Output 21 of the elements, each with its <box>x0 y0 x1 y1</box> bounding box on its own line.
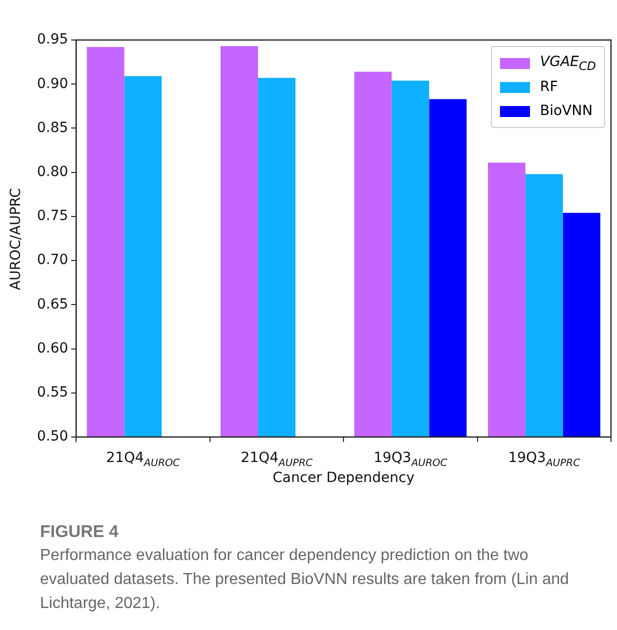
x-axis-title: Cancer Dependency <box>272 470 415 486</box>
x-tick-label: 21Q4$_{AUROC}$ <box>106 450 180 469</box>
x-tick-label: 21Q4$_{AUPRC}$ <box>240 450 313 469</box>
text: Performance evaluation for cancer dependency prediction on the two evaluated datasets. The presented BioVNN results are taken from (Lin and Lichtarge, 2021). <box>40 546 570 614</box>
y-tick-label: 0.85 <box>37 120 68 136</box>
y-tick-label: 0.90 <box>37 76 68 92</box>
legend-label: VGAE$_{CD}$ <box>540 54 596 72</box>
legend-label: BioVNN <box>540 103 593 119</box>
y-tick-label: 0.80 <box>37 164 68 180</box>
y-tick-label: 0.70 <box>37 252 68 268</box>
y-tick-label: 0.95 <box>37 32 68 48</box>
y-axis-title: AUROC/AUPRC <box>8 187 24 290</box>
y-tick-label: 0.50 <box>37 428 68 445</box>
y-tick-label: 0.75 <box>37 208 68 224</box>
y-tick-label: 0.55 <box>37 384 68 401</box>
x-tick-label: 19Q3$_{AUROC}$ <box>374 450 448 469</box>
y-tick-label: 0.65 <box>37 296 68 312</box>
y-tick-label: 0.60 <box>37 340 68 356</box>
legend-label: RF <box>540 79 558 95</box>
x-tick-label: 19Q3$_{AUPRC}$ <box>508 450 580 469</box>
caption: FIGURE 4 <box>40 522 120 542</box>
